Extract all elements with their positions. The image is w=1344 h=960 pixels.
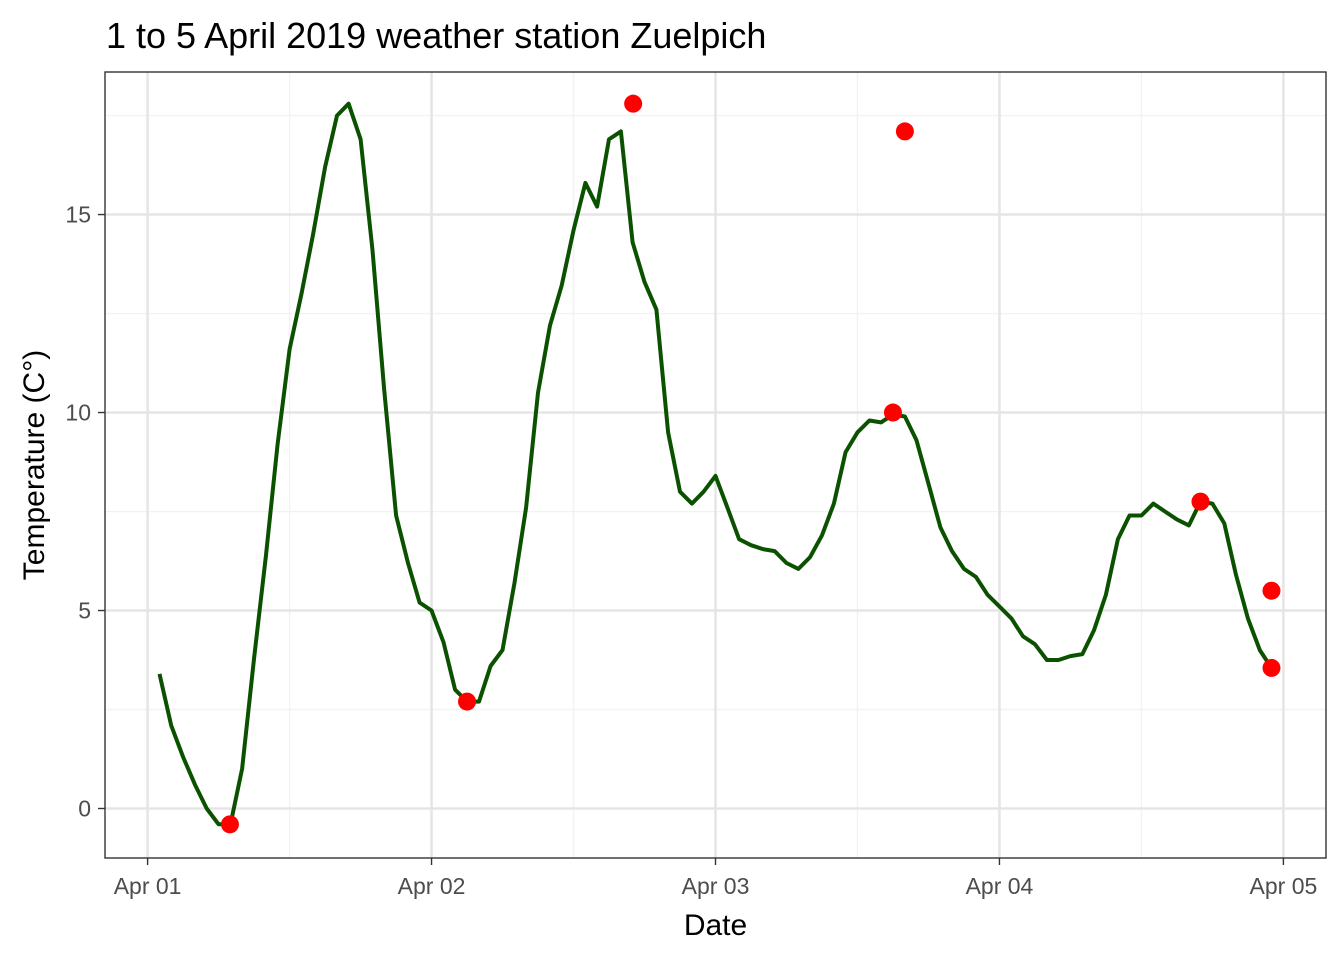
y-axis-title: Temperature (C°) [18, 350, 51, 580]
temperature-point [458, 692, 477, 711]
x-tick-label: Apr 02 [398, 873, 466, 899]
temperature-point [624, 94, 643, 113]
major-gridlines [105, 72, 1326, 858]
highlighted-points [220, 94, 1281, 834]
y-tick-label: 5 [78, 598, 91, 624]
y-tick-label: 15 [65, 202, 91, 228]
temperature-point [220, 815, 239, 834]
x-tick-label: Apr 03 [682, 873, 750, 899]
x-axis: Apr 01 Apr 02 Apr 03 Apr 04 Apr 05 [114, 858, 1318, 899]
temperature-point [883, 403, 902, 422]
temperature-line [157, 101, 1274, 827]
x-tick-label: Apr 01 [114, 873, 182, 899]
temperature-point [1262, 581, 1281, 600]
x-tick-label: Apr 05 [1250, 873, 1318, 899]
y-tick-label: 10 [65, 400, 91, 426]
y-tick-label: 0 [78, 796, 91, 822]
x-axis-title: Date [684, 909, 747, 942]
temperature-point [895, 122, 914, 141]
chart-title: 1 to 5 April 2019 weather station Zuelpi… [106, 15, 766, 56]
temperature-point [1191, 492, 1210, 511]
y-axis: 0 5 10 15 [65, 202, 105, 822]
temperature-point [1262, 658, 1281, 677]
x-tick-label: Apr 04 [966, 873, 1034, 899]
